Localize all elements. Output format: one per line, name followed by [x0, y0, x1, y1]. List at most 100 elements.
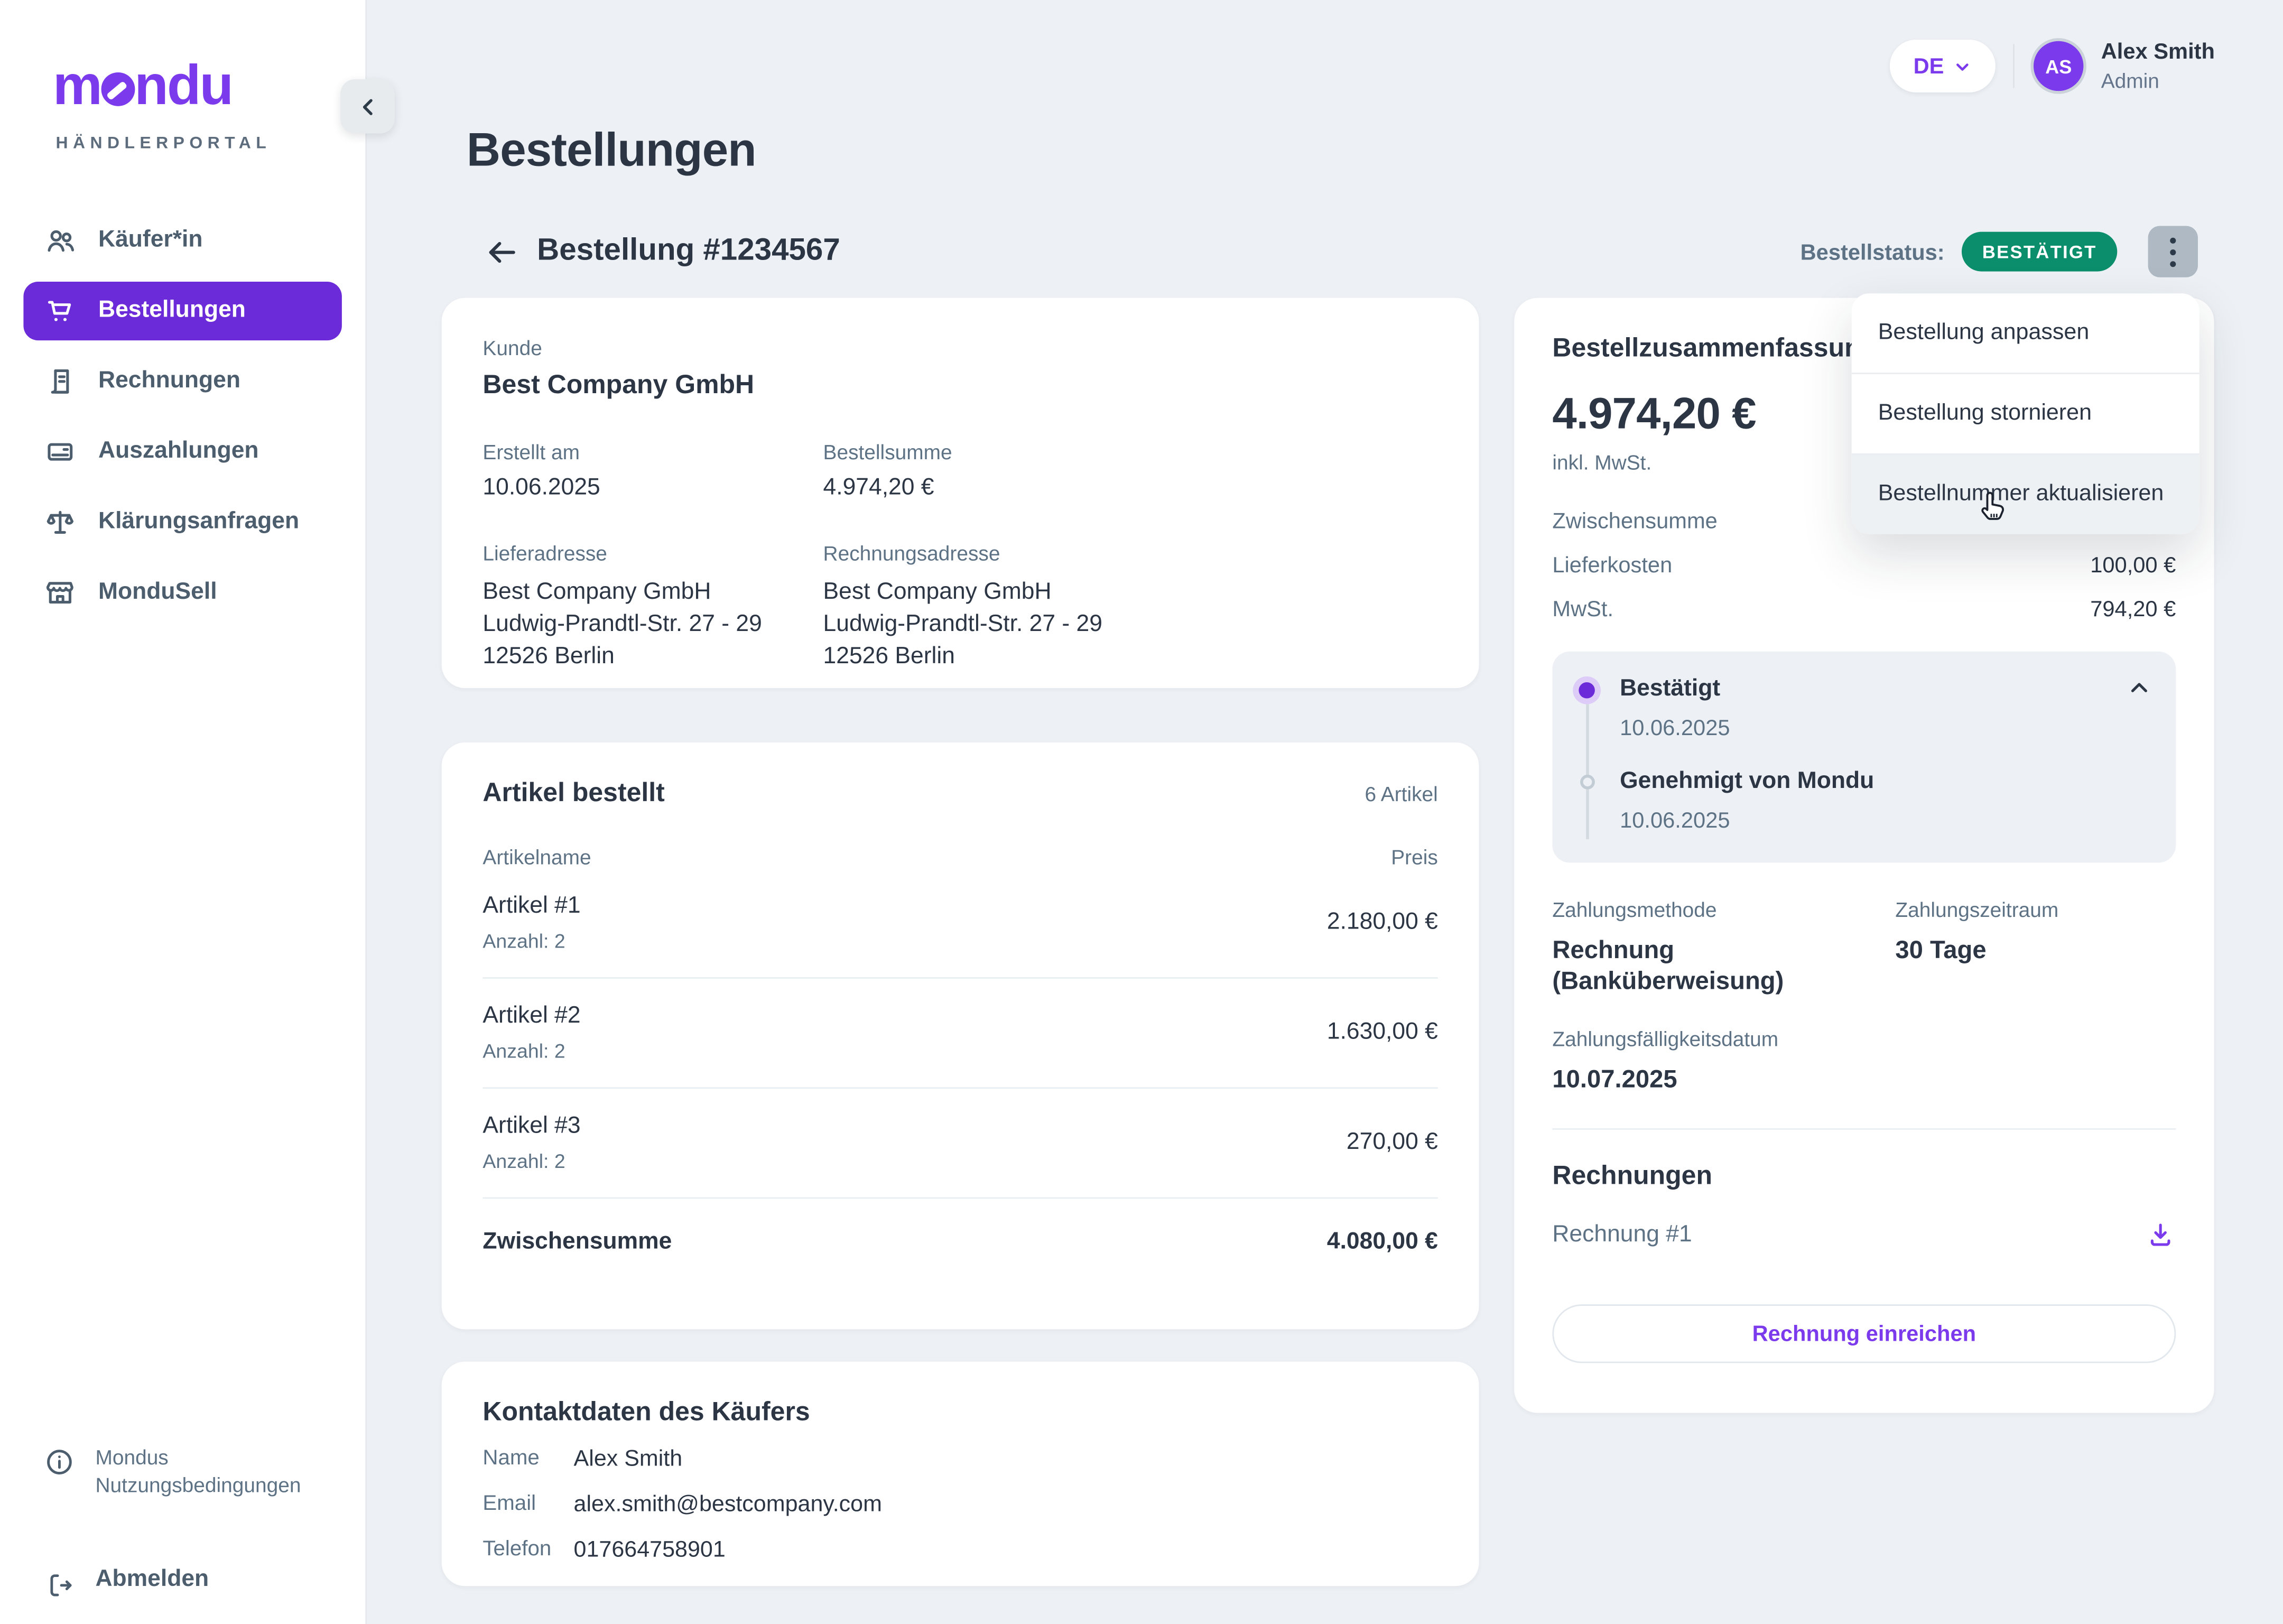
arrow-left-icon	[484, 235, 519, 270]
summary-title: Bestellzusammenfassung	[1552, 333, 1877, 363]
contact-row-phone: Telefon 017664758901	[482, 1537, 726, 1563]
logo-o-icon	[101, 72, 135, 106]
credit-card-icon	[44, 436, 76, 468]
logout-icon	[44, 1570, 75, 1601]
chevron-down-icon	[1953, 57, 1972, 76]
menu-item-adjust-order[interactable]: Bestellung anpassen	[1878, 320, 2090, 345]
sidebar-terms-label: Mondus Nutzungsbedingungen	[95, 1445, 301, 1496]
sidebar-item-rechnungen[interactable]: Rechnungen	[23, 352, 341, 411]
subtotal-value: 4.080,00 €	[1326, 1229, 1438, 1255]
order-status-label: Bestellstatus:	[1800, 240, 1945, 266]
timeline-dot-hollow	[1580, 774, 1595, 790]
article-price: 2.180,00 €	[1326, 910, 1438, 935]
order-actions-menu-button[interactable]	[2148, 226, 2198, 277]
menu-item-update-order-number[interactable]: Bestellnummer aktualisieren	[1851, 453, 2200, 534]
store-icon	[44, 577, 76, 609]
contact-row-name: Name Alex Smith	[482, 1446, 683, 1472]
sidebar-item-label: MonduSell	[98, 579, 217, 605]
sidebar-collapse-button[interactable]	[340, 79, 395, 134]
customer-name: Best Company GmbH	[482, 369, 755, 400]
article-price: 270,00 €	[1346, 1129, 1438, 1155]
sidebar-item-label: Bestellungen	[98, 298, 246, 323]
user-role: Admin	[2101, 69, 2159, 92]
sidebar-nav: Käufer*in Bestellungen Rechnungen Auszah…	[23, 211, 342, 634]
scales-icon	[44, 506, 76, 539]
sidebar-item-label: Rechnungen	[98, 368, 241, 394]
language-value: DE	[1913, 53, 1944, 79]
chevron-left-icon	[354, 93, 380, 119]
summary-tax-note: inkl. MwSt.	[1552, 450, 1652, 474]
order-title: Bestellung #1234567	[537, 233, 840, 267]
customer-label: Kunde	[482, 336, 542, 360]
sidebar-item-kaeufer[interactable]: Käufer*in	[23, 211, 341, 270]
logo-subtitle: HÄNDLERPORTAL	[55, 135, 272, 153]
summary-row: Lieferkosten 100,00 €	[1552, 553, 2176, 578]
sidebar-item-auszahlungen[interactable]: Auszahlungen	[23, 423, 341, 481]
billing-address: Best Company GmbH Ludwig-Prandtl-Str. 27…	[823, 579, 1102, 670]
article-qty: Anzahl: 2	[482, 1150, 565, 1173]
language-selector[interactable]: DE	[1889, 39, 1996, 92]
article-name: Artikel #2	[482, 1004, 581, 1029]
payment-term-value: 30 Tage	[1895, 936, 1987, 964]
user-name: Alex Smith	[2101, 39, 2215, 65]
created-label: Erstellt am	[482, 440, 580, 464]
submit-invoice-button[interactable]: Rechnung einreichen	[1552, 1304, 2176, 1363]
sidebar-item-klaerungsanfragen[interactable]: Klärungsanfragen	[23, 493, 341, 552]
menu-item-cancel-order[interactable]: Bestellung stornieren	[1851, 373, 2200, 453]
payment-method-value: Rechnung (Banküberweisung)	[1552, 936, 1784, 995]
chevron-up-icon[interactable]	[2126, 675, 2152, 701]
customer-card: Kunde Best Company GmbH Erstellt am 10.0…	[441, 298, 1479, 689]
info-icon	[44, 1446, 75, 1477]
created-value: 10.06.2025	[482, 475, 600, 500]
invoice-row: Rechnung #1	[1552, 1219, 2176, 1250]
back-button[interactable]	[484, 235, 519, 270]
summary-total: 4.974,20 €	[1552, 390, 1756, 439]
due-date-label: Zahlungsfälligkeitsdatum	[1552, 1027, 1779, 1051]
timeline-step-approved: Genehmigt von Mondu 10.06.2025	[1579, 769, 2149, 833]
payment-term-label: Zahlungszeitraum	[1895, 898, 2059, 922]
sidebar: m ndu HÄNDLERPORTAL Käufer*in Bestellunge…	[0, 0, 366, 1624]
column-header-price: Preis	[1391, 845, 1438, 869]
billing-address-label: Rechnungsadresse	[823, 541, 1000, 565]
shipping-address: Best Company GmbH Ludwig-Prandtl-Str. 27…	[482, 579, 762, 670]
invoice-icon	[44, 365, 76, 397]
articles-title: Artikel bestellt	[482, 777, 665, 807]
article-row: Artikel #2 Anzahl: 2 1.630,00 €	[482, 979, 1438, 1089]
order-status-badge: BESTÄTIGT	[1961, 231, 2118, 272]
subtotal-label: Zwischensumme	[482, 1229, 672, 1255]
sidebar-logout-label: Abmelden	[95, 1567, 209, 1592]
mondu-logo: m ndu	[52, 55, 234, 118]
sidebar-item-bestellungen[interactable]: Bestellungen	[23, 282, 342, 341]
invoice-name: Rechnung #1	[1552, 1221, 1692, 1247]
contact-row-email: Email alex.smith@bestcompany.com	[482, 1492, 882, 1517]
sidebar-item-label: Käufer*in	[98, 227, 203, 253]
article-price: 1.630,00 €	[1326, 1019, 1438, 1045]
column-header-name: Artikelname	[482, 845, 591, 869]
articles-count: 6 Artikel	[1365, 781, 1438, 805]
avatar[interactable]: AS	[2030, 38, 2086, 94]
order-total-value: 4.974,20 €	[823, 475, 934, 500]
sidebar-item-label: Klärungsanfragen	[98, 509, 300, 534]
timeline-step-confirmed: Bestätigt 10.06.2025	[1579, 676, 2149, 741]
contact-title: Kontaktdaten des Käufers	[482, 1397, 810, 1426]
divider	[1552, 1128, 2176, 1130]
payment-method-label: Zahlungsmethode	[1552, 898, 1717, 922]
article-qty: Anzahl: 2	[482, 1040, 565, 1063]
sidebar-terms-link[interactable]: Mondus Nutzungsbedingungen	[44, 1444, 315, 1498]
logo-text: m	[52, 55, 103, 118]
timeline-dot-filled	[1579, 682, 1595, 699]
timeline-connector	[1586, 698, 1589, 840]
sidebar-item-label: Auszahlungen	[98, 439, 259, 464]
order-total-label: Bestellsumme	[823, 440, 952, 464]
topbar-divider	[2013, 44, 2015, 88]
logo-text-rest: ndu	[134, 55, 234, 118]
sidebar-logout[interactable]: Abmelden	[44, 1567, 209, 1601]
article-name: Artikel #3	[482, 1113, 581, 1139]
order-actions-dropdown: Bestellung anpassen Bestellung storniere…	[1851, 293, 2200, 534]
sidebar-item-mondusell[interactable]: MonduSell	[23, 563, 341, 622]
article-qty: Anzahl: 2	[482, 930, 565, 952]
due-date-value: 10.07.2025	[1552, 1065, 1677, 1093]
download-icon[interactable]	[2145, 1219, 2176, 1250]
contact-card: Kontaktdaten des Käufers Name Alex Smith …	[441, 1361, 1479, 1586]
